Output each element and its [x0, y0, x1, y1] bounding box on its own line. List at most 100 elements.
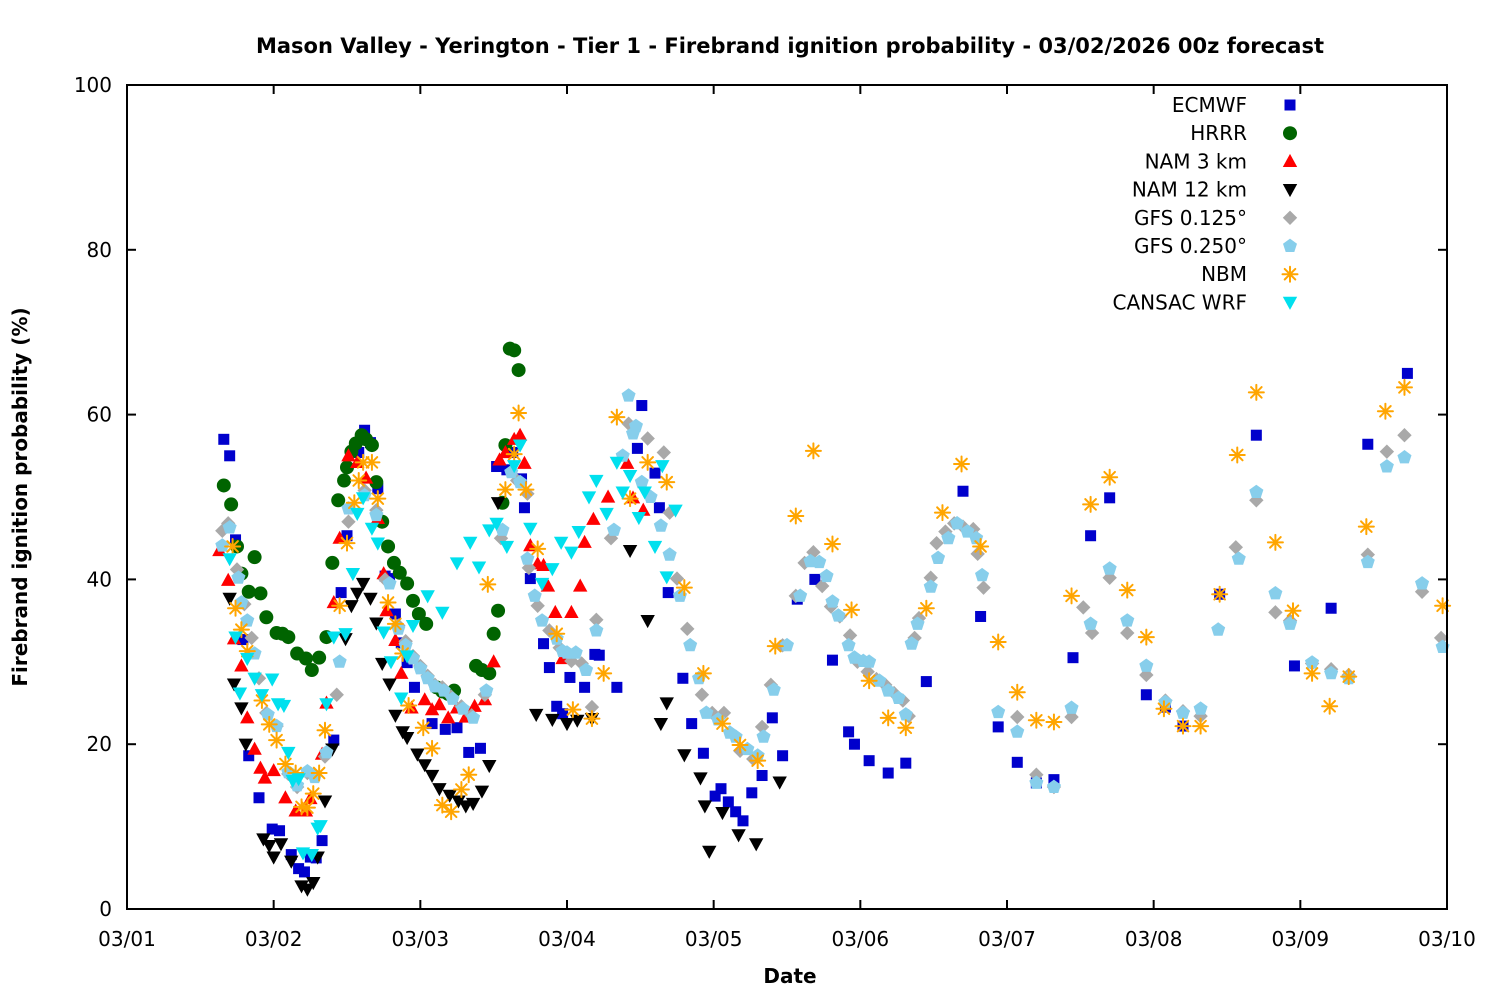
- x-tick-label: 03/05: [685, 927, 743, 951]
- data-point-marker: [463, 536, 478, 550]
- data-point-marker: [363, 592, 378, 606]
- data-point-marker: [647, 540, 663, 554]
- data-point-marker: [1046, 779, 1061, 793]
- data-point-marker: [281, 746, 296, 760]
- data-point-marker: [568, 645, 583, 659]
- data-point-marker: [244, 630, 259, 646]
- data-point-marker: [545, 563, 560, 577]
- data-point-marker: [474, 742, 486, 754]
- data-point-marker: [1104, 492, 1116, 504]
- data-point-marker: [486, 654, 501, 668]
- data-point-marker: [369, 490, 387, 508]
- data-point-marker: [331, 597, 349, 615]
- data-point-marker: [341, 448, 356, 462]
- data-point-marker: [1325, 602, 1337, 614]
- data-point-marker: [424, 702, 440, 716]
- data-point-marker: [253, 760, 268, 774]
- y-tick-label: 0: [99, 897, 112, 921]
- data-point-marker: [1250, 429, 1262, 441]
- data-point-marker: [518, 502, 530, 514]
- data-point-marker: [715, 783, 727, 795]
- data-point-marker: [424, 769, 440, 784]
- data-point-marker: [1283, 616, 1298, 630]
- data-point-marker: [1085, 530, 1097, 542]
- data-point-marker: [234, 658, 249, 672]
- data-point-marker: [950, 516, 965, 530]
- data-point-marker: [793, 588, 808, 602]
- data-point-marker: [628, 418, 643, 433]
- data-point-marker: [573, 578, 588, 592]
- data-point-marker: [872, 673, 887, 687]
- data-point-marker: [989, 633, 1007, 651]
- data-point-marker: [259, 610, 274, 625]
- data-point-marker: [215, 538, 230, 552]
- data-point-marker: [658, 473, 676, 491]
- data-point-marker: [337, 473, 352, 488]
- data-point-marker: [471, 561, 487, 575]
- data-point-marker: [693, 772, 708, 786]
- data-point-marker: [722, 796, 734, 808]
- data-point-marker: [221, 572, 236, 586]
- data-point-marker: [237, 634, 249, 646]
- data-point-marker: [400, 576, 415, 591]
- data-point-marker: [1283, 238, 1297, 252]
- y-tick-label: 100: [74, 73, 112, 97]
- data-point-marker: [730, 806, 742, 818]
- data-point-marker: [697, 747, 709, 759]
- legend-item: NBM: [1201, 262, 1299, 286]
- data-point-marker: [929, 535, 944, 551]
- data-point-marker: [622, 544, 638, 559]
- data-point-marker: [1281, 265, 1299, 283]
- data-point-marker: [479, 683, 494, 697]
- data-point-marker: [414, 719, 432, 737]
- data-point-marker: [364, 522, 380, 536]
- data-point-marker: [649, 467, 661, 479]
- data-point-marker: [680, 621, 695, 637]
- data-point-marker: [266, 763, 281, 777]
- data-point-marker: [589, 612, 604, 627]
- data-point-marker: [709, 790, 721, 802]
- x-axis-label: Date: [763, 964, 816, 988]
- data-point-marker: [298, 799, 316, 817]
- data-point-marker: [1137, 628, 1155, 646]
- data-point-marker: [460, 766, 478, 784]
- data-point-marker: [1101, 468, 1119, 486]
- data-point-marker: [408, 681, 420, 693]
- legend-item: ECMWF: [1172, 93, 1296, 117]
- data-point-marker: [557, 708, 569, 720]
- legend-item: GFS 0.125°: [1134, 206, 1298, 230]
- data-point-marker: [262, 839, 277, 854]
- data-point-marker: [631, 442, 643, 454]
- data-point-marker: [224, 497, 239, 512]
- data-point-marker: [653, 718, 669, 732]
- data-point-marker: [1282, 296, 1298, 310]
- data-point-marker: [247, 741, 262, 755]
- data-point-marker: [619, 455, 635, 469]
- data-point-marker: [749, 838, 764, 852]
- data-point-marker: [819, 568, 834, 583]
- data-point-marker: [992, 721, 1004, 733]
- data-point-marker: [715, 806, 730, 821]
- data-point-marker: [310, 764, 328, 782]
- data-point-marker: [241, 584, 256, 599]
- data-point-marker: [1139, 658, 1154, 672]
- y-tick-label: 80: [87, 238, 112, 262]
- data-point-marker: [419, 616, 434, 631]
- data-point-marker: [659, 697, 674, 711]
- data-point-marker: [1011, 756, 1023, 768]
- data-point-marker: [923, 570, 938, 585]
- data-point-marker: [1228, 540, 1243, 555]
- data-point-marker: [677, 749, 692, 763]
- data-point-marker: [489, 517, 504, 531]
- data-point-marker: [1268, 586, 1283, 600]
- legend-label: NAM 12 km: [1132, 178, 1247, 202]
- data-point-marker: [238, 738, 253, 752]
- data-point-marker: [535, 613, 550, 627]
- data-point-marker: [350, 587, 365, 601]
- legend: ECMWF HRRR NAM 3 km NAM 12 km GFS 0.125° GFS …: [1112, 93, 1299, 314]
- data-point-marker: [683, 637, 698, 652]
- data-point-marker: [276, 699, 292, 713]
- data-point-marker: [938, 524, 953, 539]
- y-tick-label: 20: [87, 732, 112, 756]
